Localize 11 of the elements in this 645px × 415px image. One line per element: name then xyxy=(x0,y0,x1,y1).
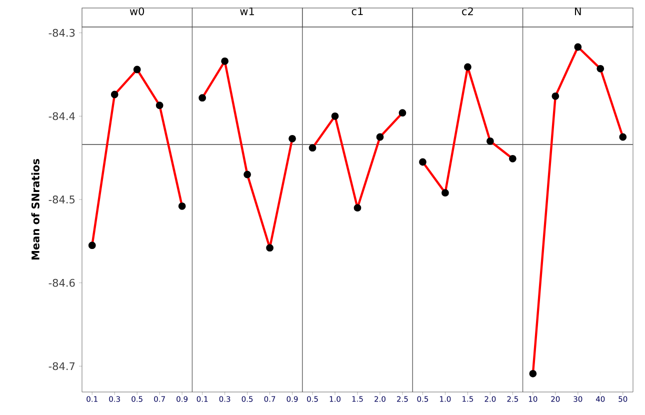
chart-title: c2 xyxy=(462,7,473,16)
y-tick-label: -84.3 xyxy=(48,28,75,37)
y-tick-label: -84.6 xyxy=(48,278,75,287)
chart-title: N xyxy=(575,7,581,16)
y-tick-label: -84.4 xyxy=(48,112,75,120)
chart-title: c1 xyxy=(352,7,363,16)
y-axis-title: Mean of SNratios xyxy=(31,159,40,260)
y-tick-label: -84.7 xyxy=(48,362,75,370)
chart-title: w0 xyxy=(130,7,144,16)
y-tick-label: -84.5 xyxy=(48,196,75,204)
chart-title: w1 xyxy=(240,7,254,16)
